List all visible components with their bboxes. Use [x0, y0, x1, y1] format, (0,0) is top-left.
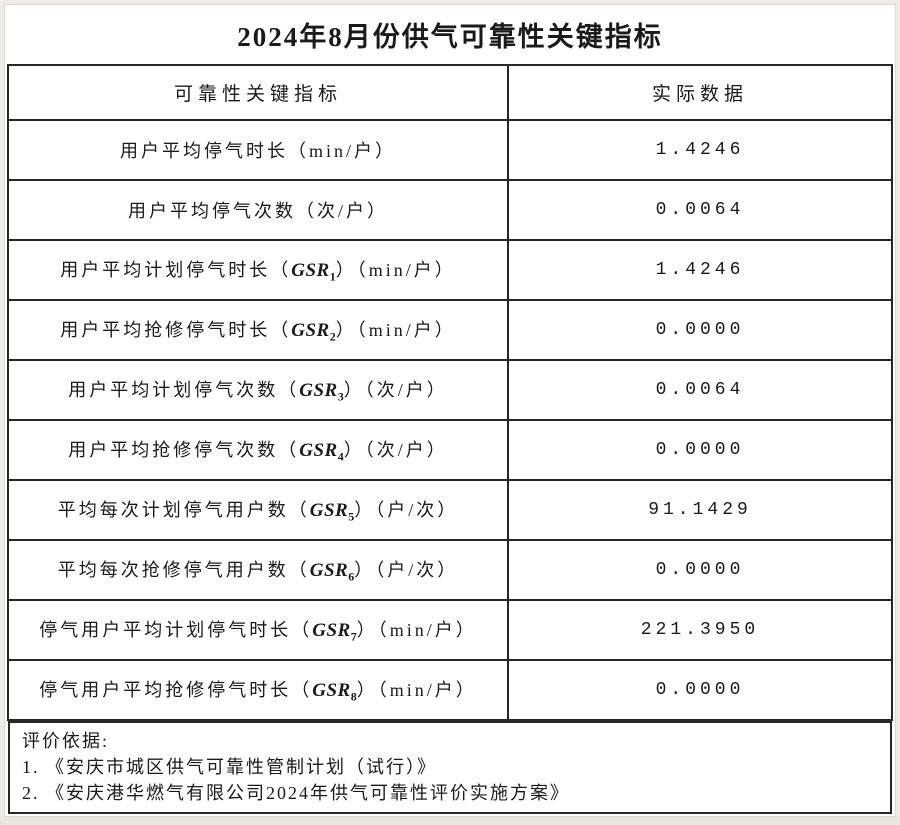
table-row: 用户平均计划停气次数（GSR3）（次/户） 0.0064	[7, 359, 893, 421]
document-page: 2024年8月份供气可靠性关键指标 可靠性关键指标 实际数据 用户平均停气时长（…	[4, 4, 896, 817]
indicator-label-text: 用户平均停气时长（min/户）	[119, 141, 396, 161]
indicator-label: 平均每次抢修停气用户数（GSR6）（户/次）	[7, 539, 509, 601]
indicator-value: 0.0000	[507, 419, 893, 481]
gsr-text: GSR	[309, 499, 349, 521]
indicator-label: 用户平均抢修停气时长（GSR2）（min/户）	[7, 299, 509, 361]
gsr-symbol: GSR7	[312, 619, 357, 644]
indicator-label-text: 平均每次计划停气用户数（	[57, 499, 310, 520]
table-header-row: 可靠性关键指标 实际数据	[7, 64, 893, 121]
indicator-label-text: 用户平均计划停气时长（	[60, 259, 292, 280]
footer-item-2: 2. 《安庆港华燃气有限公司2024年供气可靠性评价实施方案》	[22, 783, 570, 803]
indicator-label: 停气用户平均计划停气时长（GSR7）（min/户）	[7, 599, 509, 661]
gsr-subscript: 3	[337, 389, 344, 404]
indicator-label: 平均每次计划停气用户数（GSR5）（户/次）	[7, 479, 509, 541]
gsr-symbol: GSR5	[309, 499, 355, 524]
table-row: 用户平均抢修停气次数（GSR4）（次/户） 0.0000	[7, 419, 893, 481]
gsr-subscript: 4	[337, 449, 344, 464]
indicator-label-unit: ）（次/户）	[343, 439, 448, 460]
gsr-text: GSR	[291, 319, 330, 341]
indicator-label-unit: ）（户/次）	[354, 499, 459, 520]
table-row: 用户平均抢修停气时长（GSR2）（min/户） 0.0000	[7, 299, 893, 361]
table-row: 用户平均计划停气时长（GSR1）（min/户） 1.4246	[7, 239, 893, 301]
indicator-value: 0.0000	[507, 539, 893, 601]
gsr-text: GSR	[312, 679, 351, 701]
page-bottom-edge	[0, 817, 900, 825]
gsr-text: GSR	[299, 379, 338, 401]
footer-heading: 评价依据:	[22, 731, 110, 751]
indicator-label-unit: ）（次/户）	[343, 379, 448, 400]
indicator-label: 用户平均计划停气时长（GSR1）（min/户）	[7, 239, 509, 301]
column-header-indicator: 可靠性关键指标	[7, 64, 509, 121]
gsr-symbol: GSR2	[291, 319, 336, 344]
gsr-text: GSR	[299, 439, 338, 461]
indicator-label-unit: ）（min/户）	[356, 679, 477, 700]
table-row: 平均每次计划停气用户数（GSR5）（户/次） 91.1429	[7, 479, 893, 541]
gsr-subscript: 7	[350, 629, 357, 644]
indicator-label: 用户平均抢修停气次数（GSR4）（次/户）	[7, 419, 509, 481]
table-row: 停气用户平均抢修停气时长（GSR8）（min/户） 0.0000	[7, 659, 893, 721]
indicator-label: 停气用户平均抢修停气时长（GSR8）（min/户）	[7, 659, 509, 721]
table-body: 用户平均停气时长（min/户） 1.4246 用户平均停气次数（次/户） 0.0…	[7, 119, 893, 721]
indicator-label-text: 用户平均停气次数（次/户）	[128, 201, 388, 221]
indicator-label-text: 停气用户平均计划停气时长（	[39, 619, 313, 640]
indicator-label: 用户平均停气时长（min/户）	[7, 119, 509, 181]
indicator-value: 1.4246	[507, 239, 893, 301]
indicator-value: 0.0000	[507, 299, 893, 361]
gsr-symbol: GSR1	[291, 259, 336, 284]
footer-item-1: 1. 《安庆市城区供气可靠性管制计划（试行）》	[22, 757, 437, 777]
indicator-value: 221.3950	[507, 599, 893, 661]
gsr-symbol: GSR6	[309, 559, 355, 584]
indicator-label-unit: ）（min/户）	[335, 259, 456, 280]
gsr-subscript: 2	[329, 329, 336, 344]
indicator-label-text: 用户平均抢修停气次数（	[68, 439, 300, 460]
indicator-label: 用户平均停气次数（次/户）	[7, 179, 509, 241]
gsr-subscript: 1	[329, 269, 336, 284]
gsr-text: GSR	[312, 619, 351, 641]
indicator-value: 1.4246	[507, 119, 893, 181]
indicator-value: 0.0000	[507, 659, 893, 721]
gsr-subscript: 8	[350, 689, 357, 704]
column-header-value: 实际数据	[507, 64, 893, 121]
table-row: 用户平均停气次数（次/户） 0.0064	[7, 179, 893, 241]
indicator-label-text: 用户平均计划停气次数（	[68, 379, 300, 400]
gsr-symbol: GSR4	[299, 439, 344, 464]
gsr-subscript: 6	[348, 569, 355, 584]
indicator-label-unit: ）（min/户）	[335, 319, 456, 340]
indicator-label: 用户平均计划停气次数（GSR3）（次/户）	[7, 359, 509, 421]
indicator-value: 0.0064	[507, 359, 893, 421]
table-row: 停气用户平均计划停气时长（GSR7）（min/户） 221.3950	[7, 599, 893, 661]
gsr-symbol: GSR3	[299, 379, 344, 404]
gsr-subscript: 5	[348, 509, 355, 524]
table-row: 平均每次抢修停气用户数（GSR6）（户/次） 0.0000	[7, 539, 893, 601]
indicator-label-text: 平均每次抢修停气用户数（	[57, 559, 310, 580]
indicator-value: 91.1429	[507, 479, 893, 541]
page-title: 2024年8月份供气可靠性关键指标	[237, 22, 663, 52]
gsr-symbol: GSR8	[312, 679, 357, 704]
indicator-label-text: 停气用户平均抢修停气时长（	[39, 679, 313, 700]
table-row: 用户平均停气时长（min/户） 1.4246	[7, 119, 893, 181]
reliability-indicators-table: 可靠性关键指标 实际数据 用户平均停气时长（min/户） 1.4246 用户平均…	[7, 64, 893, 721]
indicator-label-unit: ）（户/次）	[354, 559, 459, 580]
indicator-value: 0.0064	[507, 179, 893, 241]
gsr-text: GSR	[309, 559, 349, 581]
indicator-label-text: 用户平均抢修停气时长（	[60, 319, 292, 340]
evaluation-basis-note: 评价依据: 1. 《安庆市城区供气可靠性管制计划（试行）》 2. 《安庆港华燃气…	[8, 721, 892, 814]
gsr-text: GSR	[291, 259, 330, 281]
indicator-label-unit: ）（min/户）	[356, 619, 477, 640]
